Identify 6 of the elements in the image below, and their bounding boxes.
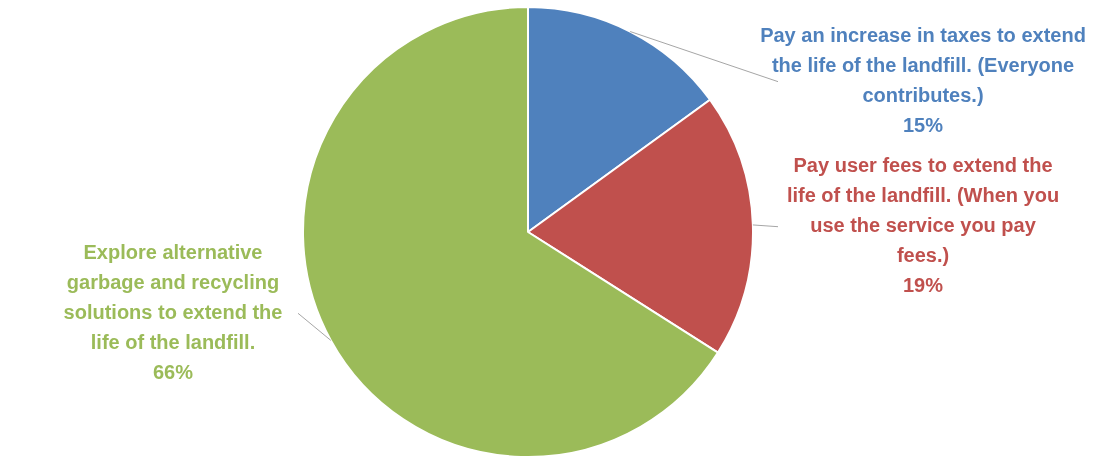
- slice-label: Explore alternative garbage and recycling solutions to extend the life of the landfill.: [63, 240, 283, 353]
- data-label: 66%: [152, 360, 194, 383]
- slice-label: Pay an increase in taxes to extend the life of the landfill. (Everyone contributes.): [760, 24, 1086, 107]
- slice-label: Pay user fees to extend the life of the landfill. (When you use the service you pay fees.): [786, 154, 1060, 267]
- data-label: 19%: [902, 274, 944, 297]
- data-label: 15%: [902, 114, 944, 137]
